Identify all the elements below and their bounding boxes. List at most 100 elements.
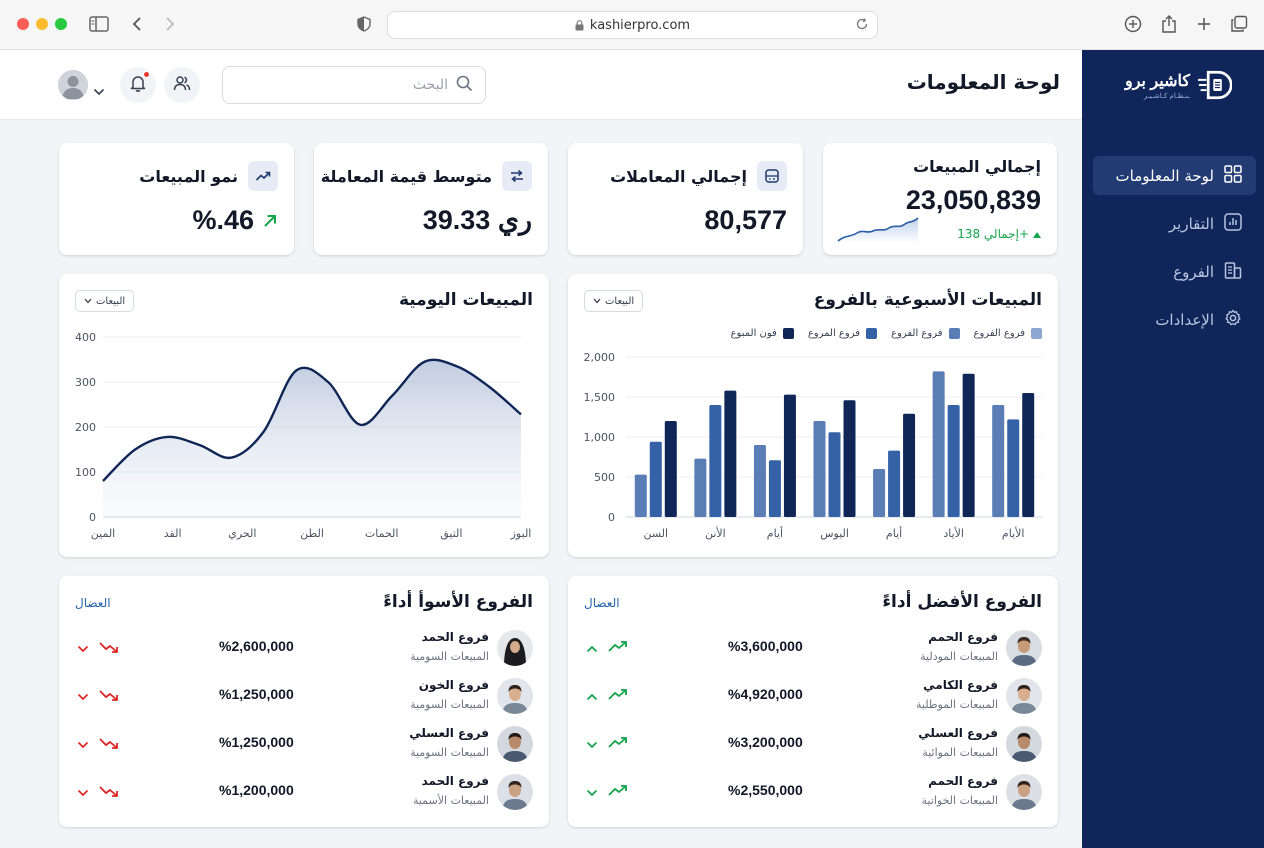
kpi-change-text: إجمالي 138+ bbox=[957, 227, 1029, 241]
legend-item: فروع المروع bbox=[808, 328, 878, 339]
branch-value: %1,200,000 bbox=[219, 782, 294, 798]
branch-subtitle: المبيعات الخواتية bbox=[921, 794, 998, 807]
list-item[interactable]: فروع الحمد المبيعات الأسمية %1,200,000 bbox=[59, 768, 549, 816]
bar bbox=[1022, 393, 1035, 517]
search-placeholder: البحث bbox=[412, 77, 448, 93]
sidebar-item-label: لوحة المعلومات bbox=[1115, 166, 1215, 185]
chart-legend: فروع الفروع فروع الفروع فروع المروع فون … bbox=[731, 328, 1042, 339]
url-text: kashierpro.com bbox=[589, 17, 691, 33]
shield-icon[interactable] bbox=[353, 13, 375, 35]
y-tick-label: 200 bbox=[75, 421, 96, 434]
list-item[interactable]: فروع الحمد المبيعات السومية %2,600,000 bbox=[59, 624, 549, 672]
list-item[interactable]: فروع العسلي المبيعات السومية %1,250,000 bbox=[59, 720, 549, 768]
chevron-down-icon bbox=[77, 782, 89, 801]
lock-icon bbox=[575, 19, 584, 31]
bar bbox=[724, 390, 737, 517]
sidebar-item-dashboard[interactable]: لوحة المعلومات bbox=[1093, 156, 1256, 195]
maximize-window-button[interactable] bbox=[55, 18, 67, 30]
trend-indicator bbox=[586, 638, 628, 657]
sales-filter-dropdown[interactable]: البيعات bbox=[584, 290, 644, 312]
x-tick-label: السن bbox=[643, 527, 668, 540]
sidebar-item-reports[interactable]: التقارير bbox=[1093, 204, 1256, 243]
browser-toolbar: kashierpro.com bbox=[0, 0, 1264, 50]
sales-filter-dropdown[interactable]: البيعات bbox=[75, 290, 135, 312]
trending-up-icon bbox=[608, 686, 628, 705]
trending-down-icon bbox=[99, 686, 119, 705]
dropdown-value: البيعات bbox=[605, 295, 635, 307]
close-window-button[interactable] bbox=[17, 18, 29, 30]
kpi-value-text: 80,577 bbox=[704, 205, 787, 235]
kpi-header: إجمالي المعاملات bbox=[610, 161, 787, 191]
chevron-down-icon bbox=[84, 296, 92, 307]
sidebar-item-branches[interactable]: الفروع bbox=[1093, 252, 1256, 291]
users-icon bbox=[173, 74, 191, 96]
list-item[interactable]: فروع الخون المبيعات السومية %1,250,000 bbox=[59, 672, 549, 720]
back-icon[interactable] bbox=[126, 13, 148, 35]
daily-sales-chart-card: المبيعات اليومية البيعات 400 300 200 100 0 ال… bbox=[59, 274, 549, 557]
list-item[interactable]: فروع العسلي المبيعات الموائية %3,200,000 bbox=[568, 720, 1058, 768]
avatar bbox=[1006, 774, 1042, 810]
x-tick-label: أيام bbox=[767, 526, 783, 540]
reload-icon[interactable] bbox=[855, 17, 869, 35]
branch-name: فروع العسلي bbox=[918, 726, 998, 740]
kpi-value: 39.33 ري bbox=[423, 205, 532, 236]
share-icon[interactable] bbox=[1158, 13, 1180, 35]
bar bbox=[664, 421, 677, 517]
panel-title: الفروع الأفضل أداءً bbox=[882, 592, 1042, 612]
branch-subtitle: المبيعات السومية bbox=[410, 698, 489, 711]
view-all-link[interactable]: العضال bbox=[75, 596, 111, 610]
kpi-change: إجمالي 138+ bbox=[957, 227, 1041, 241]
legend-swatch bbox=[1031, 328, 1042, 339]
dropdown-value: البيعات bbox=[96, 295, 126, 307]
bar bbox=[873, 469, 886, 517]
y-tick-label: 500 bbox=[594, 471, 615, 484]
kpi-card-transactions: إجمالي المعاملات 80,577 bbox=[568, 143, 803, 255]
bar bbox=[634, 474, 647, 517]
new-tab-icon[interactable] bbox=[1193, 13, 1215, 35]
best-branches-card: الفروع الأفضل أداءً العضال فروع الحمم الم… bbox=[568, 576, 1058, 827]
list-item[interactable]: فروع الحمم المبيعات المودلية %3,600,000 bbox=[568, 624, 1058, 672]
chevron-down-icon[interactable] bbox=[93, 81, 105, 100]
users-button[interactable] bbox=[164, 67, 200, 103]
bar bbox=[903, 413, 916, 517]
branch-name: فروع الحمم bbox=[928, 630, 998, 644]
branch-subtitle: المبيعات الموائية bbox=[922, 746, 998, 759]
app-logo[interactable]: كاشير برو ـنـظـام كـاشـيـر bbox=[1125, 68, 1232, 102]
chart-icon bbox=[1224, 212, 1242, 235]
weekly-bar-chart: 2,000 1,500 1,000 500 0 الأيام الأياد أيام اليوس… bbox=[584, 351, 1043, 540]
view-all-link[interactable]: العضال bbox=[584, 596, 620, 610]
address-bar[interactable]: kashierpro.com bbox=[387, 11, 878, 39]
forward-icon[interactable] bbox=[159, 13, 181, 35]
download-icon[interactable] bbox=[1122, 13, 1144, 35]
y-tick-label: 0 bbox=[89, 511, 96, 524]
minimize-window-button[interactable] bbox=[36, 18, 48, 30]
x-tick-label: الطن bbox=[300, 527, 324, 540]
branch-value: %1,250,000 bbox=[219, 734, 294, 750]
branch-value: %1,250,000 bbox=[219, 686, 294, 702]
top-header: لوحة المعلومات البحث bbox=[0, 50, 1082, 120]
x-tick-label: القد bbox=[164, 527, 182, 540]
sidebar-item-settings[interactable]: الإعدادات bbox=[1093, 300, 1256, 339]
legend-item: فون المبوع bbox=[731, 328, 794, 339]
bar bbox=[888, 450, 901, 517]
list-item[interactable]: فروع الحمم المبيعات الخواتية %2,550,000 bbox=[568, 768, 1058, 816]
notifications-button[interactable] bbox=[120, 67, 156, 103]
list-item[interactable]: فروع الكامي المبيعات الموطلية %4,920,000 bbox=[568, 672, 1058, 720]
caret-up-icon bbox=[1033, 227, 1041, 241]
legend-item: فروع الفروع bbox=[974, 328, 1042, 339]
legend-label: فون المبوع bbox=[730, 328, 777, 339]
search-input[interactable]: البحث bbox=[222, 66, 486, 104]
bar bbox=[649, 441, 662, 517]
branch-subtitle: المبيعات السومية bbox=[410, 746, 489, 759]
branch-name: فروع الحمم bbox=[928, 774, 998, 788]
kpi-card-total-sales: إجمالي المبيعات 23,050,839 إجمالي 138+ bbox=[823, 143, 1057, 255]
sidebar-toggle-icon[interactable] bbox=[88, 13, 110, 35]
kpi-card-avg-transaction: متوسط قيمة المعاملة 39.33 ري bbox=[314, 143, 548, 255]
tabs-overview-icon[interactable] bbox=[1228, 13, 1250, 35]
x-tick-label: الحمات bbox=[365, 527, 399, 540]
bar bbox=[947, 405, 960, 517]
logo-title: كاشير برو bbox=[1124, 72, 1190, 90]
sidebar-item-label: التقارير bbox=[1168, 214, 1214, 233]
trending-down-icon bbox=[99, 638, 119, 657]
avatar[interactable] bbox=[58, 70, 88, 100]
